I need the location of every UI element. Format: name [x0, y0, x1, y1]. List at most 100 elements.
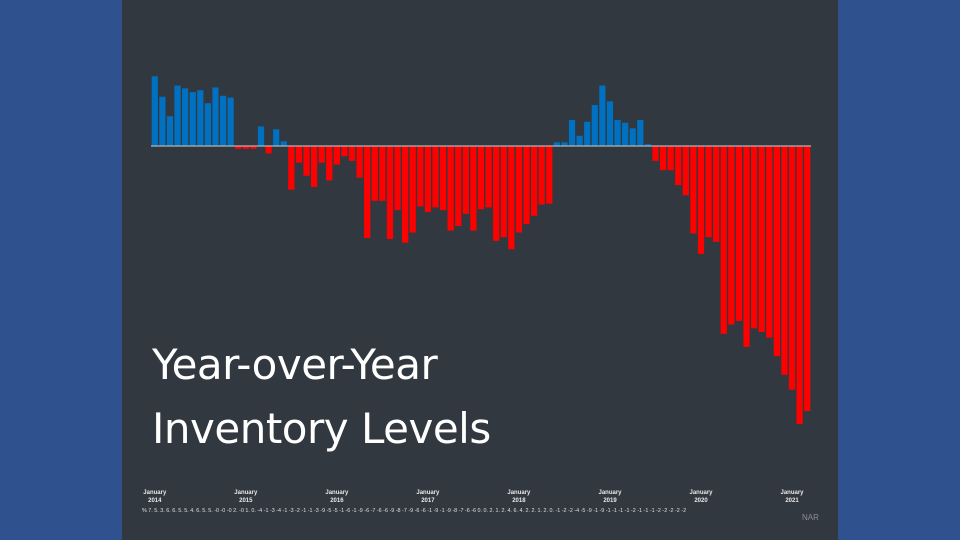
x-tick-label: January 2014: [130, 489, 180, 505]
bar: [227, 97, 234, 146]
bar: [500, 146, 507, 238]
x-tick-label: January 2016: [312, 489, 362, 505]
bar: [257, 126, 265, 146]
bar: [288, 146, 295, 190]
x-tick-label: January 2021: [767, 489, 817, 505]
bar: [265, 146, 272, 154]
bar: [728, 146, 735, 325]
bar: [477, 146, 485, 210]
bar: [432, 146, 439, 208]
bar: [409, 146, 416, 233]
bar: [690, 146, 697, 234]
bar: [682, 146, 689, 196]
bar: [743, 146, 750, 347]
bar: [697, 146, 705, 254]
bar: [804, 146, 811, 412]
bar: [424, 146, 432, 213]
bar: [576, 135, 583, 146]
bar: [796, 146, 803, 425]
x-tick-year: 2015: [239, 498, 253, 504]
bar: [705, 146, 712, 238]
bar: [333, 146, 340, 165]
bar: [235, 146, 242, 149]
title-line-1: Year-over-Year: [152, 340, 438, 389]
bar: [371, 146, 378, 201]
bar: [538, 146, 545, 205]
x-tick-label: January 2015: [221, 489, 271, 505]
bar: [622, 122, 629, 146]
bar: [735, 146, 743, 321]
bar: [189, 92, 196, 146]
chart-title: Year-over-Year Inventory Levels: [152, 333, 552, 461]
bar: [485, 146, 492, 208]
bar: [326, 146, 333, 181]
bar: [629, 128, 636, 146]
bar: [561, 142, 568, 146]
x-tick-month: January: [689, 490, 713, 496]
title-line-2: Inventory Levels: [152, 404, 491, 453]
x-tick-month: January: [416, 490, 440, 496]
x-tick-month: January: [325, 490, 349, 496]
bar: [348, 146, 356, 161]
x-tick-label: January 2019: [585, 489, 635, 505]
bar: [553, 142, 560, 146]
x-tick-month: January: [507, 490, 531, 496]
bar: [310, 146, 318, 187]
bar: [280, 141, 287, 146]
bar: [295, 146, 303, 163]
bar: [515, 146, 523, 233]
bar: [379, 146, 386, 201]
bar: [758, 146, 765, 332]
bar: [439, 146, 447, 211]
bar: [151, 76, 158, 146]
bar: [470, 146, 477, 231]
bar: [652, 146, 659, 161]
bar: [242, 146, 249, 149]
x-tick-year: 2021: [785, 498, 799, 504]
bar: [462, 146, 469, 214]
bar: [402, 146, 409, 243]
x-tick-year: 2014: [148, 498, 162, 504]
bar: [773, 146, 780, 357]
bar: [530, 146, 538, 216]
x-tick-month: January: [598, 490, 622, 496]
bar: [318, 146, 325, 163]
bar: [447, 146, 454, 231]
bar: [523, 146, 530, 225]
bar: [781, 146, 788, 375]
bar: [788, 146, 796, 390]
bar: [204, 103, 212, 146]
x-tick-month: January: [234, 490, 258, 496]
bar: [273, 129, 280, 146]
bar: [675, 146, 682, 186]
bar: [303, 146, 310, 176]
bar: [720, 146, 727, 334]
source-label: NAR: [802, 513, 819, 522]
bar: [750, 146, 758, 329]
bar: [667, 146, 674, 171]
bar: [766, 146, 773, 338]
bar: [614, 119, 621, 146]
data-value-row: % 7. 5. 3. 6. 6. 5. 5. 4. 6. 5. 5. -0 -0…: [142, 508, 687, 514]
bar: [546, 146, 553, 204]
bar: [637, 119, 644, 146]
chart-panel: [122, 0, 838, 540]
bar: [599, 85, 606, 146]
bar: [659, 146, 667, 171]
x-tick-label: January 2020: [676, 489, 726, 505]
bar: [644, 144, 652, 146]
bar: [713, 146, 720, 242]
bar: [166, 116, 174, 146]
x-tick-year: 2016: [330, 498, 344, 504]
bar: [417, 146, 424, 207]
bar: [250, 146, 257, 149]
bar: [568, 119, 576, 146]
bar: [455, 146, 462, 226]
bar: [493, 146, 500, 241]
bar: [212, 87, 219, 146]
bar: [394, 146, 401, 211]
x-tick-year: 2020: [694, 498, 708, 504]
bar: [197, 90, 204, 146]
